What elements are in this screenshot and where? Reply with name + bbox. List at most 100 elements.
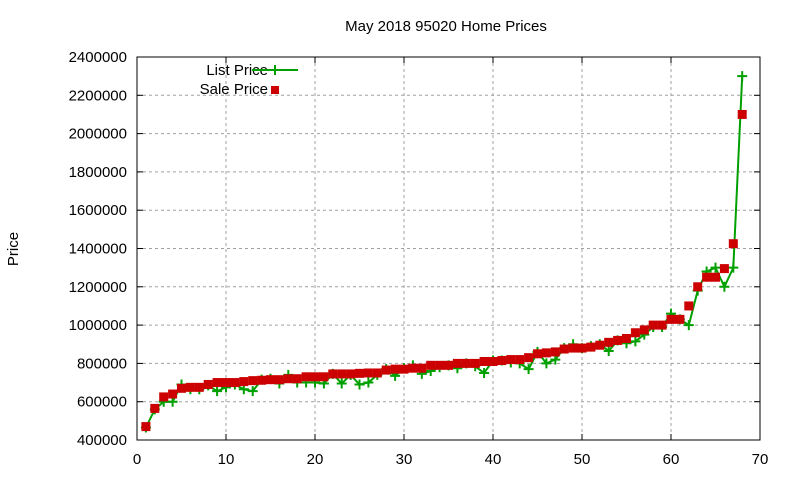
y-tick-label: 1000000 [69,317,127,334]
list-price-point [737,71,748,82]
plus-marker [336,378,347,389]
plus-marker [363,377,374,388]
sale-price-point [550,347,560,357]
y-tick-label: 400000 [77,432,127,449]
sale-price-point [346,369,356,379]
sale-price-point [586,342,596,352]
x-tick-label: 0 [133,451,141,468]
sale-price-point [595,340,605,350]
plus-marker [523,364,534,375]
sale-price-point [470,358,480,368]
sale-price-point [435,360,445,370]
legend-marker-list-price [270,65,280,75]
sale-price-point [524,353,534,363]
sale-price-point [337,369,347,379]
sale-price-point [559,344,569,354]
sale-price-point [301,372,311,382]
legend: List Price Sale Price [200,62,298,98]
sale-price-point [408,363,418,373]
plus-marker [719,281,730,292]
sale-price-point [212,378,222,388]
list-price-point [630,336,641,347]
sale-price-point [168,389,178,399]
sale-price-point [150,403,160,413]
legend-label-sale-price: Sale Price [200,81,268,98]
sale-price-point [230,378,240,388]
sale-price-point [452,358,462,368]
sale-price-point [159,392,169,402]
y-tick-label: 800000 [77,355,127,372]
sale-price-point [684,301,694,311]
list-price-point [603,345,614,356]
sale-price-point [488,356,498,366]
x-tick-label: 30 [396,451,413,468]
sale-price-point [185,382,195,392]
x-tick-label: 20 [307,451,324,468]
sale-price-point [426,360,436,370]
sale-price-point [648,320,658,330]
sale-price-point [328,369,338,379]
x-tick-label: 70 [752,451,769,468]
list-price-point [247,386,258,397]
list-price-point [354,379,365,390]
y-tick-label: 1600000 [69,202,127,219]
y-axis-label: Price [5,232,22,266]
sale-price-point [248,376,258,386]
list-price-line [145,76,744,428]
plus-marker [603,345,614,356]
sale-price-point [399,364,409,374]
sale-price-point [639,325,649,335]
sale-price-point [292,374,302,384]
sale-price-point [221,378,231,388]
sale-price-point [568,343,578,353]
y-tick-label: 600000 [77,394,127,411]
plus-marker [270,65,280,75]
sale-price-point [711,272,720,282]
sale-price-point [274,375,284,385]
plus-marker [728,262,739,273]
list-price-point [728,262,739,273]
x-tick-label: 40 [485,451,502,468]
legend-label-list-price: List Price [206,62,268,79]
plus-marker [630,336,641,347]
series-layer [140,71,748,433]
axis-ticks: 0 10 20 30 40 50 60 70 400000 600000 800000 1000000… [69,49,769,468]
list-price-point [363,377,374,388]
sale-price-point [355,368,364,378]
chart-title: May 2018 95020 Home Prices [345,18,547,35]
plus-marker [354,379,365,390]
plus-marker [737,71,748,82]
list-price-point [541,358,552,369]
sale-price-point [257,375,267,385]
sale-price-point [693,282,703,292]
sale-price-point [310,372,320,382]
y-tick-label: 2000000 [69,126,127,143]
sale-price-point [461,358,471,368]
sale-price-point [239,377,249,387]
sale-price-point [515,355,525,365]
list-price-point [710,262,721,273]
sale-price-point [319,372,329,382]
sale-price-point [577,343,587,353]
plus-marker [541,358,552,369]
grid [137,57,760,440]
list-price-point [523,364,534,375]
y-tick-label: 1400000 [69,241,127,258]
sale-price-point [479,356,489,366]
sale-price-point [444,360,453,370]
sale-price-point [372,368,382,378]
sale-price-point [702,272,712,282]
sale-price-point [719,264,729,274]
sale-price-point [363,368,373,378]
sale-price-point [417,363,427,373]
list-price-point [683,320,694,331]
sale-price-point [506,355,516,365]
plus-marker [479,367,490,378]
plus-marker [212,386,223,397]
sale-price-point [390,364,400,374]
sale-price-point [141,422,151,432]
sale-price-point [657,320,667,330]
x-tick-label: 60 [663,451,680,468]
plus-marker [710,262,721,273]
